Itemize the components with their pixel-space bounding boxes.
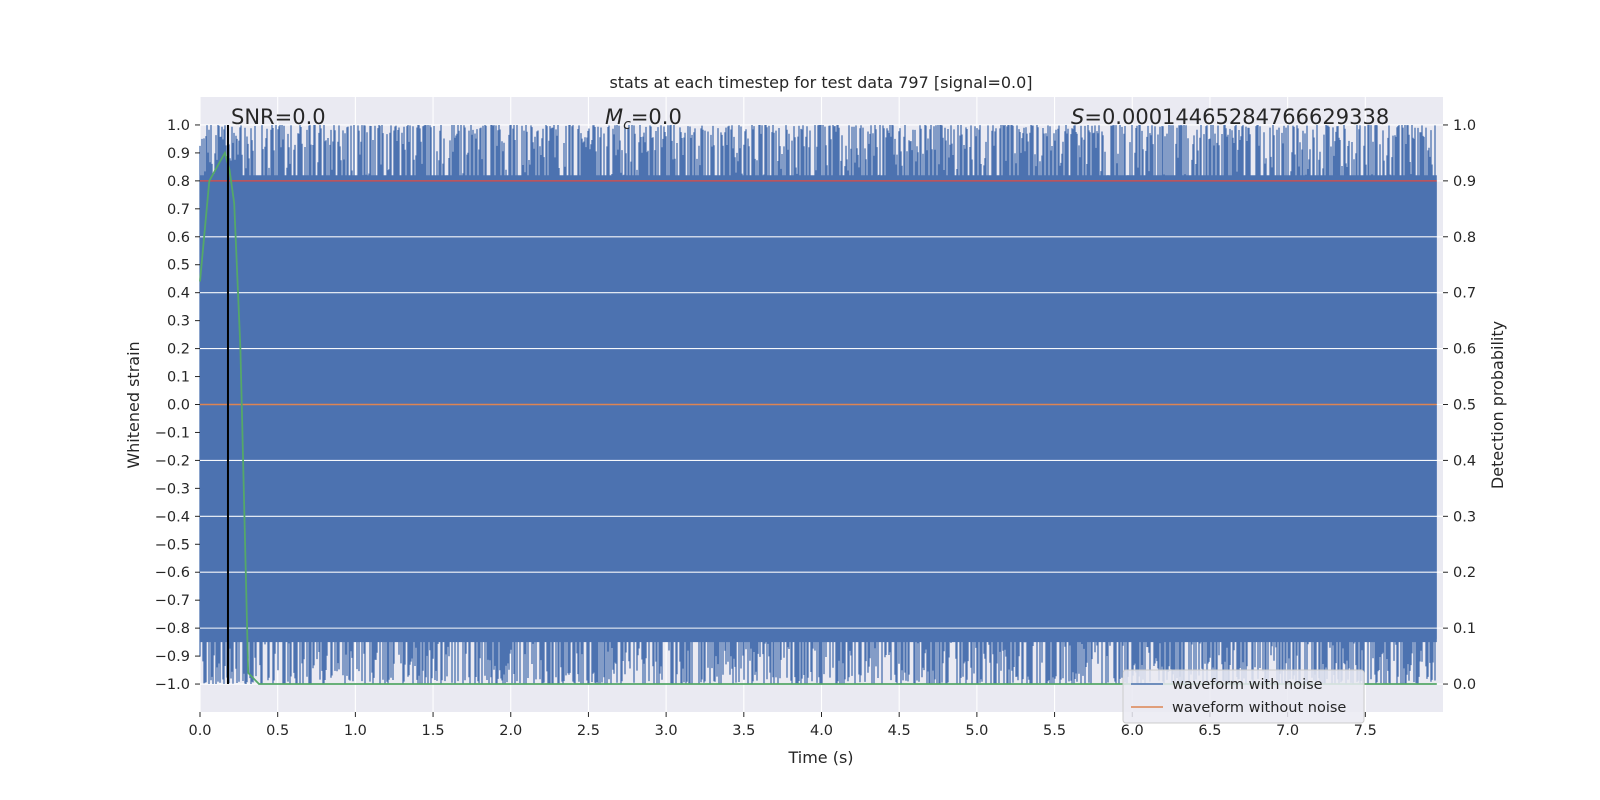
y2-tick-label: 0.4 [1453,453,1476,469]
mc-symbol: M [605,105,623,129]
y2-tick-label: 0.0 [1453,677,1476,693]
x-axis-label: Time (s) [787,748,853,767]
series-waveform-with-noise [199,125,1437,684]
y2-tick-label: 0.7 [1453,286,1476,302]
y-tick-label: 0.1 [167,370,190,386]
legend: waveform with noise waveform without noi… [1122,669,1365,724]
y-tick-label: −0.4 [155,509,190,525]
y-tick-label: −0.2 [155,453,190,469]
y-tick-label: 0.8 [167,174,190,190]
mc-value: =0.0 [631,105,682,129]
y2-tick-label: 0.9 [1453,174,1476,190]
y-tick-label: −0.5 [155,537,190,553]
y-tick-label: −0.7 [155,593,190,609]
noise-trace [199,125,1437,684]
y-tick-label: 1.0 [167,118,190,134]
x-tick-label: 4.5 [888,723,911,739]
y-tick-label: −1.0 [155,677,190,693]
x-tick-label: 2.0 [499,723,522,739]
y-tick-label: −0.3 [155,481,190,497]
y-tick-label: −0.1 [155,425,190,441]
y2-tick-label: 0.1 [1453,621,1476,637]
series-line-probability [199,150,1437,685]
y-tick-label: 0.6 [167,230,190,246]
y-tick-label: 0.5 [167,258,190,274]
y2-tick-label: 0.8 [1453,230,1476,246]
y2-tick-label: 0.5 [1453,398,1476,414]
s-value: =0.00014465284766629338 [1084,105,1389,129]
x-tick-label: 1.0 [344,723,367,739]
y2-tick-label: 0.6 [1453,342,1476,358]
x-tick-label: 1.5 [422,723,445,739]
y2-axis-label: Detection probability [1488,321,1507,489]
x-tick-label: 2.5 [577,723,600,739]
x-tick-label: 4.0 [810,723,833,739]
legend-label-template: waveform without noise [1172,700,1346,716]
x-tick-label: 5.5 [1043,723,1066,739]
legend-box [1122,669,1365,724]
snr-annotation: SNR=0.0 [231,105,326,129]
y-tick-label: 0.9 [167,146,190,162]
x-tick-label: 7.5 [1354,723,1377,739]
y2-tick-label: 0.2 [1453,565,1476,581]
s-annotation: S=0.00014465284766629338 [1071,105,1389,129]
x-tick-label: 5.0 [965,723,988,739]
y-tick-label: 0.2 [167,342,190,358]
y-tick-label: 0.3 [167,314,190,330]
y-tick-label: 0.0 [167,398,190,414]
y2-tick-label: 0.3 [1453,509,1476,525]
x-axis-ticks: 0.0 0.5 1.0 1.5 2.0 2.5 3.0 3.5 4.0 4.5 5.0 5.5 6.0 6… [188,712,1377,739]
y-tick-label: 0.7 [167,202,190,218]
y-tick-label: −0.9 [155,649,190,665]
x-tick-label: 6.5 [1198,723,1221,739]
mc-subscript: c [623,117,631,133]
y-axis-ticks: 1.0 0.9 0.8 0.7 0.6 0.5 0.4 0.3 0.2 0.1 0.0 −0.1 −0.… [155,118,200,693]
y-tick-label: −0.6 [155,565,190,581]
legend-label-noise: waveform with noise [1172,677,1323,693]
x-tick-label: 0.0 [188,723,211,739]
x-tick-label: 3.0 [655,723,678,739]
x-tick-label: 6.0 [1121,723,1144,739]
mc-annotation: Mc=0.0 [605,105,682,133]
y-tick-label: −0.8 [155,621,190,637]
series-lines [199,124,1443,685]
y-tick-label: 0.4 [167,286,190,302]
x-tick-label: 7.0 [1276,723,1299,739]
y2-axis-ticks: 1.0 0.9 0.8 0.7 0.6 0.5 0.4 0.3 0.2 0.1 0.0 [1443,118,1476,693]
y2-tick-label: 1.0 [1453,118,1476,134]
chart-title: stats at each timestep for test data 797… [609,73,1032,92]
y-axis-label: Whitened strain [124,341,143,468]
s-symbol: S [1071,105,1084,129]
x-tick-label: 3.5 [732,723,755,739]
x-tick-label: 0.5 [266,723,289,739]
